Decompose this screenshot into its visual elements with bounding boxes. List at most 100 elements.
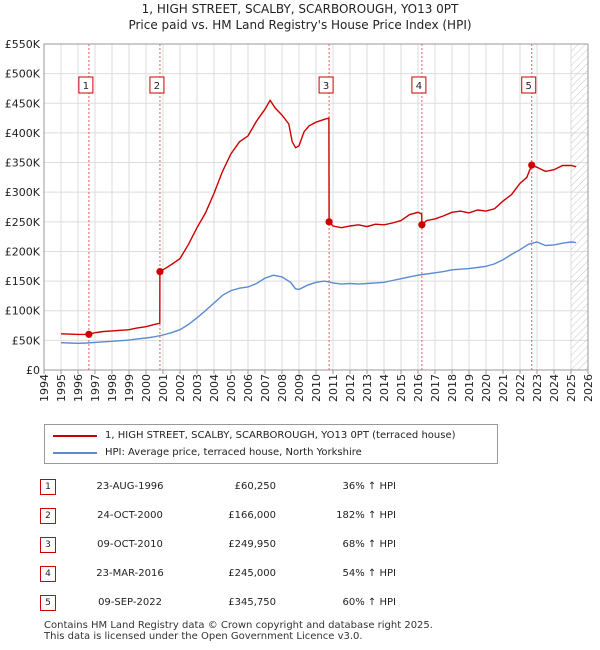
x-tick-label: 2003 bbox=[191, 374, 204, 402]
x-tick-label: 2015 bbox=[395, 374, 408, 402]
sale-label-box bbox=[411, 76, 427, 94]
x-tick-label: 2023 bbox=[531, 374, 544, 402]
sale-index-badge: 5 bbox=[40, 594, 56, 611]
sale-price: £245,000 bbox=[228, 568, 276, 579]
sale-point bbox=[325, 218, 333, 226]
x-tick-label: 1994 bbox=[38, 374, 51, 402]
sale-point bbox=[85, 330, 93, 338]
x-tick-label: 1999 bbox=[123, 374, 136, 402]
chart-title-line1: 1, HIGH STREET, SCALBY, SCARBOROUGH, YO1… bbox=[141, 2, 459, 16]
sale-point bbox=[156, 268, 164, 276]
sale-hpi-change: 68% ↑ HPI bbox=[342, 539, 396, 550]
table-row: 4 23-MAR-2016 £245,000 54% ↑ HPI bbox=[40, 559, 396, 588]
sale-index-badge: 4 bbox=[40, 565, 56, 582]
sale-hpi-change: 182% ↑ HPI bbox=[336, 510, 396, 521]
x-tick-label: 2007 bbox=[259, 374, 272, 402]
table-row: 1 23-AUG-1996 £60,250 36% ↑ HPI bbox=[40, 472, 396, 501]
footer: Contains HM Land Registry data © Crown c… bbox=[44, 620, 433, 642]
table-row: 2 24-OCT-2000 £166,000 182% ↑ HPI bbox=[40, 501, 396, 530]
sale-label-box bbox=[78, 76, 94, 94]
y-tick-label: £400K bbox=[5, 127, 41, 140]
y-tick-label: £200K bbox=[5, 245, 41, 258]
sale-label-number: 4 bbox=[416, 81, 422, 92]
sale-price: £166,000 bbox=[228, 510, 276, 521]
x-tick-label: 2011 bbox=[327, 374, 340, 402]
sale-label-box bbox=[318, 76, 334, 94]
x-tick-label: 2004 bbox=[208, 374, 221, 402]
y-tick-label: £50K bbox=[12, 334, 41, 347]
x-tick-label: 2005 bbox=[225, 374, 238, 402]
x-tick-label: 2010 bbox=[310, 374, 323, 402]
sale-date: 23-AUG-1996 bbox=[96, 481, 164, 492]
chart-title-line2: Price paid vs. HM Land Registry's House … bbox=[128, 18, 472, 32]
x-tick-label: 2018 bbox=[446, 374, 459, 402]
x-tick-label: 1998 bbox=[106, 374, 119, 402]
x-tick-label: 2009 bbox=[293, 374, 306, 402]
sale-label-number: 5 bbox=[526, 81, 532, 92]
sale-date: 09-OCT-2010 bbox=[97, 539, 163, 550]
x-tick-label: 2016 bbox=[412, 374, 425, 402]
sale-price: £249,950 bbox=[228, 539, 276, 550]
table-row: 3 09-OCT-2010 £249,950 68% ↑ HPI bbox=[40, 530, 396, 559]
sale-date: 24-OCT-2000 bbox=[97, 510, 163, 521]
sale-label-number: 2 bbox=[154, 81, 160, 92]
x-tick-label: 2006 bbox=[242, 374, 255, 402]
x-tick-label: 2025 bbox=[565, 374, 578, 402]
y-tick-label: £450K bbox=[5, 97, 41, 110]
y-tick-label: £350K bbox=[5, 157, 41, 170]
x-tick-label: 2002 bbox=[174, 374, 187, 402]
sale-label-number: 1 bbox=[83, 81, 89, 92]
y-tick-label: £250K bbox=[5, 216, 41, 229]
legend-property-swatch bbox=[53, 435, 97, 437]
legend: 1, HIGH STREET, SCALBY, SCARBOROUGH, YO1… bbox=[44, 424, 498, 464]
sale-index-badge: 1 bbox=[40, 478, 56, 495]
y-tick-label: £100K bbox=[5, 305, 41, 318]
x-tick-label: 2012 bbox=[344, 374, 357, 402]
x-tick-label: 2013 bbox=[361, 374, 374, 402]
property-price-line bbox=[60, 98, 577, 336]
sales-table: 1 23-AUG-1996 £60,250 36% ↑ HPI 2 24-OCT… bbox=[40, 472, 396, 617]
sale-point bbox=[528, 161, 536, 169]
legend-hpi-swatch bbox=[53, 452, 97, 454]
x-tick-label: 1996 bbox=[72, 374, 85, 402]
x-tick-label: 2022 bbox=[514, 374, 527, 402]
x-tick-label: 2000 bbox=[140, 374, 153, 402]
sale-index-badge: 3 bbox=[40, 536, 56, 553]
legend-hpi-label: HPI: Average price, terraced house, Nort… bbox=[105, 447, 362, 458]
x-tick-label: 2026 bbox=[582, 374, 595, 402]
table-row: 5 09-SEP-2022 £345,750 60% ↑ HPI bbox=[40, 588, 396, 617]
x-tick-label: 2019 bbox=[463, 374, 476, 402]
sale-price: £60,250 bbox=[234, 481, 276, 492]
x-tick-label: 1995 bbox=[55, 374, 68, 402]
x-tick-label: 1997 bbox=[89, 374, 102, 402]
sale-date: 23-MAR-2016 bbox=[96, 568, 164, 579]
footer-licence: This data is licensed under the Open Gov… bbox=[44, 631, 363, 642]
x-tick-label: 2020 bbox=[480, 374, 493, 402]
sale-date: 09-SEP-2022 bbox=[98, 597, 162, 608]
sale-label-box bbox=[149, 76, 165, 94]
x-tick-label: 2008 bbox=[276, 374, 289, 402]
sale-hpi-change: 60% ↑ HPI bbox=[342, 597, 396, 608]
x-tick-label: 2017 bbox=[429, 374, 442, 402]
sale-label-number: 3 bbox=[323, 81, 329, 92]
sale-price: £345,750 bbox=[228, 597, 276, 608]
x-tick-label: 2001 bbox=[157, 374, 170, 402]
x-tick-label: 2021 bbox=[497, 374, 510, 402]
sale-hpi-change: 36% ↑ HPI bbox=[342, 481, 396, 492]
footer-copyright: Contains HM Land Registry data © Crown c… bbox=[44, 620, 433, 631]
price-chart: 1 2 3 4 5 £0 £50K £100K £150K £200K £250K £300K £35… bbox=[5, 38, 595, 402]
sale-index-badge: 2 bbox=[40, 507, 56, 524]
legend-property-label: 1, HIGH STREET, SCALBY, SCARBOROUGH, YO1… bbox=[105, 430, 456, 441]
y-tick-label: £0 bbox=[26, 364, 40, 377]
sale-label-box bbox=[521, 76, 537, 94]
y-tick-label: £500K bbox=[5, 68, 41, 81]
x-tick-label: 2024 bbox=[548, 374, 561, 402]
y-tick-label: £550K bbox=[5, 38, 41, 51]
sale-hpi-change: 54% ↑ HPI bbox=[342, 568, 396, 579]
sale-point bbox=[418, 221, 426, 229]
hpi-line bbox=[60, 241, 577, 345]
x-tick-label: 2014 bbox=[378, 374, 391, 402]
future-hatch-region bbox=[571, 44, 588, 370]
y-tick-label: £150K bbox=[5, 275, 41, 288]
y-tick-label: £300K bbox=[5, 186, 41, 199]
